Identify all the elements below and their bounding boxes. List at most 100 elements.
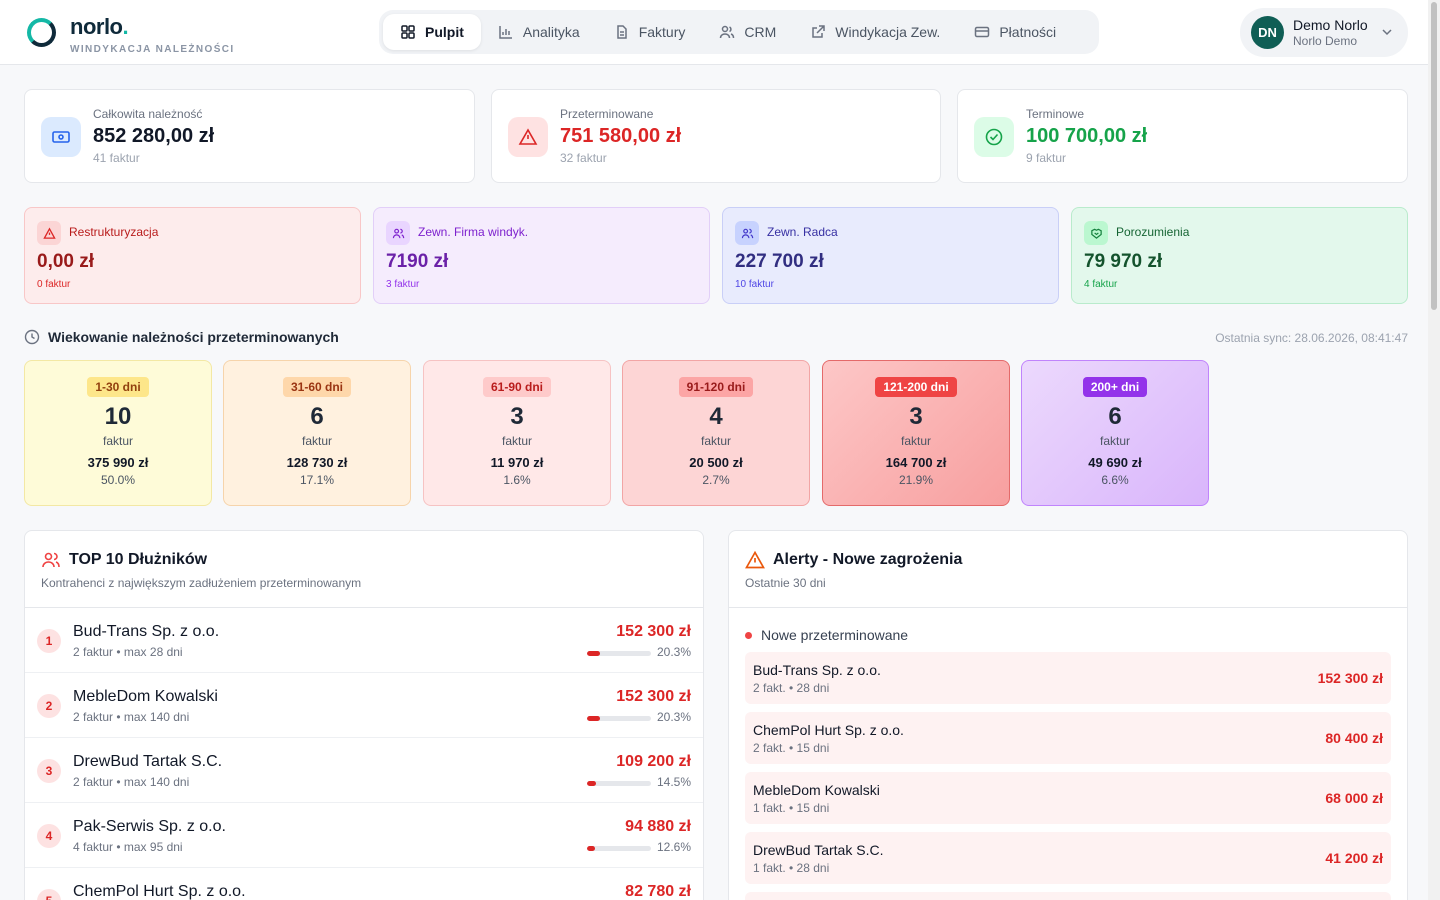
- alert-meta: 1 fakt. • 28 dni: [753, 861, 830, 875]
- alert-item[interactable]: DrewBud Tartak S.C. 1 fakt. • 28 dni 41 20…: [745, 832, 1391, 884]
- summary-count: 9 faktur: [1026, 151, 1067, 165]
- users-icon: [386, 221, 410, 245]
- alert-item[interactable]: MebleDom Kowalski 1 fakt. • 15 dni 68 000 …: [745, 772, 1391, 824]
- page-scrollbar[interactable]: [1428, 0, 1440, 900]
- category-label: Zewn. Firma windyk.: [418, 225, 529, 239]
- rank-badge: 2: [37, 694, 61, 718]
- alert-item[interactable]: Bud-Trans Sp. z o.o. 2 fakt. • 28 dni 152 …: [745, 652, 1391, 704]
- debtor-percent: 20.3%: [656, 710, 691, 724]
- debtor-name: MebleDom Kowalski: [73, 688, 218, 705]
- users-icon: [42, 552, 60, 568]
- summary-label: Terminowe: [1026, 107, 1085, 121]
- bucket-percent: 6.6%: [1101, 473, 1129, 487]
- bucket-unit: faktur: [301, 434, 332, 448]
- alerts-panel: Alerty - Nowe zagrożenia Ostatnie 30 dni…: [728, 530, 1408, 900]
- debtor-share-bar: [587, 651, 651, 656]
- document-icon: [616, 25, 627, 39]
- user-menu[interactable]: DN Demo Norlo Norlo Demo: [1240, 8, 1408, 57]
- rank-badge: 5: [37, 889, 61, 900]
- summary-value: 751 580,00 zł: [560, 125, 682, 147]
- aging-bucket-61-90[interactable]: 61-90 dni 3 faktur 11 970 zł 1.6%: [423, 360, 611, 506]
- credit-card-icon: [975, 26, 990, 38]
- panel-subtitle: Kontrahenci z największym zadłużeniem pr…: [41, 576, 362, 590]
- nav-label: Windykacja Zew.: [835, 24, 941, 40]
- debtor-share-fill: [587, 781, 597, 786]
- nav-item-windykacja[interactable]: Windykacja Zew.: [793, 14, 957, 50]
- bucket-percent: 2.7%: [702, 473, 730, 487]
- category-label: Restrukturyzacja: [69, 225, 159, 239]
- aging-title: Wiekowanie należności przeterminowanych: [48, 329, 339, 345]
- brand-subtitle: WINDYKACJA NALEŻNOŚCI: [70, 44, 235, 55]
- bucket-count: 6: [1108, 403, 1122, 430]
- category-card-restructuring[interactable]: Restrukturyzacja 0,00 zł 0 faktur: [24, 207, 361, 304]
- panel-title: Alerty - Nowe zagrożenia: [773, 551, 963, 568]
- summary-count: 32 faktur: [560, 151, 607, 165]
- summary-label: Całkowita należność: [93, 107, 203, 121]
- debtor-row[interactable]: 3 DrewBud Tartak S.C. 2 faktur • max 140 d…: [25, 738, 703, 803]
- debtor-row[interactable]: 4 Pak-Serwis Sp. z o.o. 4 faktur • max 95 …: [25, 803, 703, 868]
- bucket-percent: 17.1%: [299, 473, 335, 487]
- debtor-row[interactable]: 2 MebleDom Kowalski 2 faktur • max 140 dni…: [25, 673, 703, 738]
- alert-item[interactable]: [745, 892, 1391, 900]
- debtor-meta: 4 faktur • max 95 dni: [73, 840, 183, 854]
- handshake-icon: [1084, 221, 1108, 245]
- nav-item-crm[interactable]: CRM: [702, 14, 793, 50]
- rank-badge: 1: [37, 629, 61, 653]
- alert-section-header: Nowe przeterminowane: [745, 627, 908, 643]
- aging-bucket-91-120[interactable]: 91-120 dni 4 faktur 20 500 zł 2.7%: [622, 360, 810, 506]
- summary-card-overdue[interactable]: Przeterminowane 751 580,00 zł 32 faktur: [491, 89, 941, 183]
- category-card-agreements[interactable]: Porozumienia 79 970 zł 4 faktur: [1071, 207, 1408, 304]
- bucket-badge: 121-200 dni: [875, 377, 957, 397]
- summary-card-total[interactable]: Całkowita należność 852 280,00 zł 41 fak…: [24, 89, 475, 183]
- debtor-row[interactable]: 5 ChemPol Hurt Sp. z o.o. 82 780 zł: [25, 868, 703, 900]
- aging-bucket-1-30[interactable]: 1-30 dni 10 faktur 375 990 zł 50.0%: [24, 360, 212, 506]
- bucket-amount: 164 700 zł: [885, 455, 947, 470]
- nav-item-pulpit[interactable]: Pulpit: [383, 14, 481, 50]
- bucket-count: 4: [709, 403, 723, 430]
- debtor-name: DrewBud Tartak S.C.: [73, 753, 223, 770]
- alert-item[interactable]: ChemPol Hurt Sp. z o.o. 2 fakt. • 15 dni 8…: [745, 712, 1391, 764]
- bucket-count: 3: [510, 403, 524, 430]
- bucket-percent: 50.0%: [100, 473, 136, 487]
- category-card-legal-counsel[interactable]: Zewn. Radca 227 700 zł 10 faktur: [722, 207, 1059, 304]
- nav-item-platnosci[interactable]: Płatności: [957, 14, 1073, 50]
- bucket-count: 6: [310, 403, 324, 430]
- bucket-unit: faktur: [1099, 434, 1130, 448]
- aging-bucket-121-200[interactable]: 121-200 dni 3 faktur 164 700 zł 21.9%: [822, 360, 1010, 506]
- aging-bucket-31-60[interactable]: 31-60 dni 6 faktur 128 730 zł 17.1%: [223, 360, 411, 506]
- bucket-unit: faktur: [102, 434, 133, 448]
- alert-triangle-icon: [37, 221, 61, 245]
- debtor-list: 1 Bud-Trans Sp. z o.o. 2 faktur • max 28 d…: [25, 608, 703, 900]
- summary-label: Przeterminowane: [560, 107, 654, 121]
- alert-debtor-name: Bud-Trans Sp. z o.o.: [753, 662, 881, 678]
- bucket-percent: 21.9%: [898, 473, 934, 487]
- debtor-row[interactable]: 1 Bud-Trans Sp. z o.o. 2 faktur • max 28 d…: [25, 608, 703, 673]
- rank-badge: 4: [37, 824, 61, 848]
- aging-bucket-200-plus[interactable]: 200+ dni 6 faktur 49 690 zł 6.6%: [1021, 360, 1209, 506]
- bucket-badge: 200+ dni: [1082, 377, 1148, 397]
- nav-label: Płatności: [999, 24, 1057, 40]
- nav-item-analityka[interactable]: Analityka: [481, 14, 597, 50]
- scrollbar-thumb[interactable]: [1431, 2, 1437, 310]
- bucket-amount: 375 990 zł: [87, 455, 149, 470]
- bucket-unit: faktur: [900, 434, 931, 448]
- alert-triangle-icon: [745, 550, 765, 569]
- alert-debtor-name: ChemPol Hurt Sp. z o.o.: [753, 722, 904, 738]
- summary-card-on-time[interactable]: Terminowe 100 700,00 zł 9 faktur: [957, 89, 1408, 183]
- bucket-count: 10: [104, 403, 132, 430]
- debtor-meta: 2 faktur • max 28 dni: [73, 645, 183, 659]
- category-card-collection-firm[interactable]: Zewn. Firma windyk. 7190 zł 3 faktur: [373, 207, 710, 304]
- category-value: 0,00 zł: [37, 251, 95, 272]
- category-value: 227 700 zł: [735, 251, 824, 272]
- brand-logo[interactable]: norlo. WINDYKACJA NALEŻNOŚCI: [27, 16, 235, 55]
- nav-label: Pulpit: [425, 24, 464, 40]
- category-label: Porozumienia: [1116, 225, 1190, 239]
- debtor-share-bar: [587, 846, 651, 851]
- bucket-unit: faktur: [700, 434, 731, 448]
- nav-item-faktury[interactable]: Faktury: [597, 14, 703, 50]
- external-link-icon: [812, 25, 826, 38]
- category-value: 7190 zł: [386, 251, 449, 272]
- bucket-badge: 61-90 dni: [482, 377, 552, 397]
- debtor-share-fill: [587, 651, 600, 656]
- alert-debtor-name: MebleDom Kowalski: [753, 782, 880, 798]
